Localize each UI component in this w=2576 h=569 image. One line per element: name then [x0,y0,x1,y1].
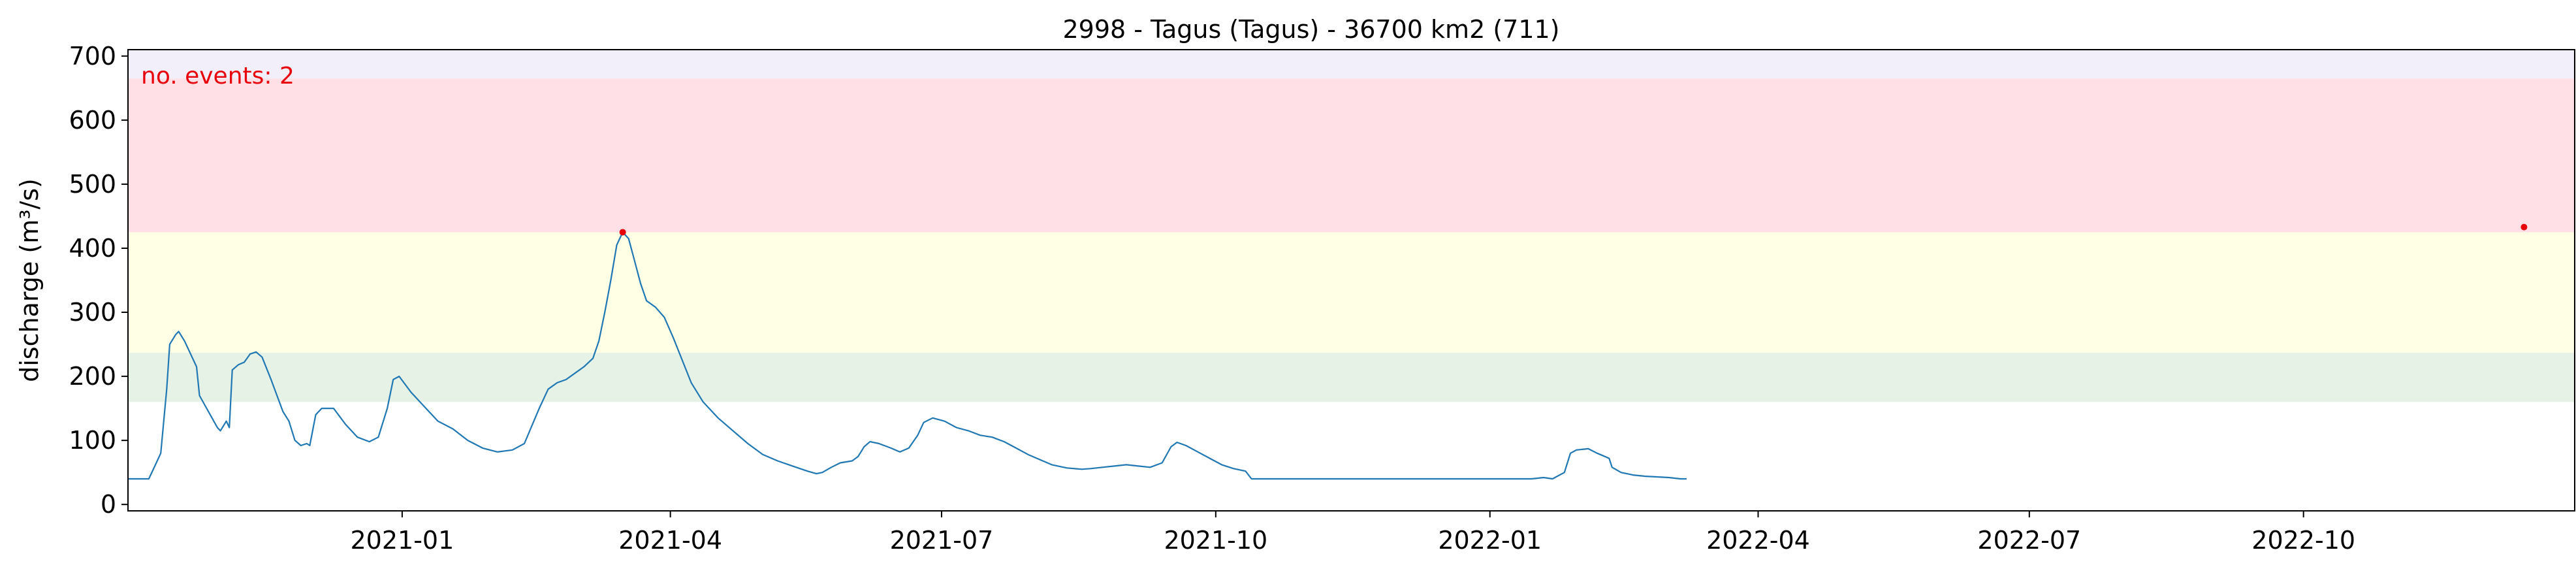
y-tick-label-1: 100 [69,426,116,455]
events-annotation: no. events: 2 [141,63,294,89]
y-axis: 0 100 200 300 400 500 600 700 [69,42,128,519]
threshold-band-3 [128,50,2575,79]
x-tick-label-6: 2022-07 [1977,526,2081,555]
y-axis-label: discharge (m³/s) [15,178,44,382]
y-tick-label-6: 600 [69,106,116,135]
x-tick-label-5: 2022-04 [1706,526,1810,555]
series-layer [128,231,1687,480]
x-tick-label-2: 2021-07 [890,526,994,555]
x-tick-label-4: 2022-01 [1438,526,1542,555]
threshold-band-0 [128,352,2575,402]
y-tick-label-0: 0 [101,490,116,519]
plot-frame [127,49,2575,512]
x-tick-label-1: 2021-04 [618,526,722,555]
x-tick-label-0: 2021-01 [350,526,454,555]
event-marker-0 [619,229,626,236]
threshold-band-1 [128,232,2575,353]
threshold-band-2 [128,78,2575,233]
event-markers [619,223,2528,236]
event-marker-1 [2520,223,2528,231]
y-tick-label-4: 400 [69,234,116,263]
threshold-bands [128,50,2575,402]
discharge-line [128,231,1687,480]
y-tick-label-5: 500 [69,170,116,199]
x-axis: 2021-01 2021-04 2021-07 2021-10 2022-01 2022-… [350,511,2355,555]
y-tick-label-3: 300 [69,298,116,327]
chart-title: 2998 - Tagus (Tagus) - 36700 km2 (711) [1062,15,1559,44]
y-tick-label-7: 700 [69,42,116,71]
x-tick-label-3: 2021-10 [1164,526,1267,555]
y-tick-label-2: 200 [69,362,116,391]
x-tick-label-7: 2022-10 [2251,526,2355,555]
